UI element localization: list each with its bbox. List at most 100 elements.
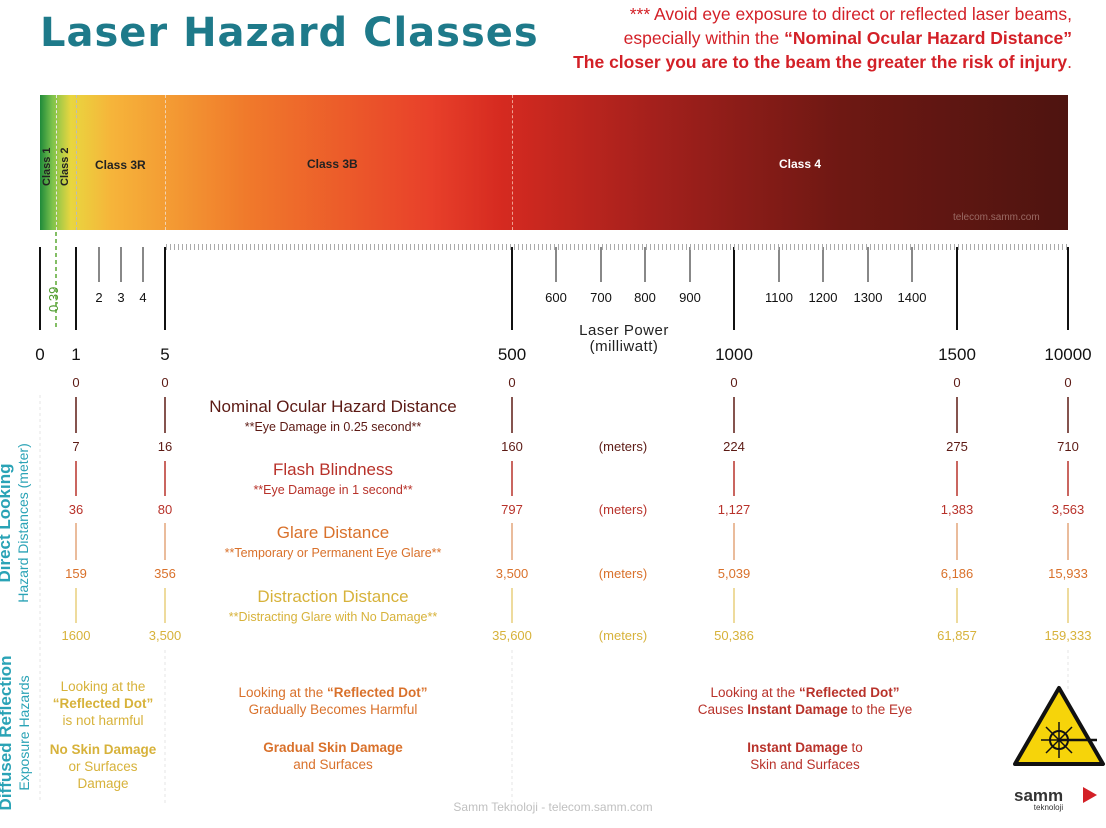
axis-value: 1000 — [715, 345, 753, 364]
footer-credit: Samm Teknoloji - telecom.samm.com — [453, 800, 653, 814]
flash-value: 3,563 — [1051, 502, 1085, 517]
diffused-text: Gradually Becomes Harmful — [248, 702, 418, 717]
flash-value: 797 — [501, 502, 523, 517]
nohd-value: 275 — [946, 439, 968, 454]
scale-label: 1100 — [765, 290, 793, 305]
diffused-class-4: Looking at the “Reflected Dot” Causes In… — [698, 684, 913, 773]
diffused-reflection-side-label: Diffused Reflection Exposure Hazards — [0, 638, 36, 828]
glare-value: 6,186 — [940, 566, 974, 581]
laser-warning-sign — [1013, 686, 1105, 766]
diffused-text: Instant Damage — [747, 740, 848, 755]
diffused-text: “Reflected Dot” — [799, 685, 900, 700]
diffused-text: “Reflected Dot” — [327, 685, 428, 700]
warning-line-2-text: especially within the — [623, 28, 785, 48]
section-nohd: Nominal Ocular Hazard Distance **Eye Dam… — [209, 397, 457, 434]
logo-mark — [1083, 787, 1097, 803]
start-value: 0 — [953, 375, 961, 390]
start-value: 0 — [730, 375, 738, 390]
nohd-value: 224 — [723, 439, 745, 454]
start-value: 0 — [1064, 375, 1072, 390]
section-glare: Glare Distance **Temporary or Permanent … — [225, 523, 442, 560]
unit-label: (meters) — [598, 566, 648, 581]
nohd-value: 16 — [157, 439, 173, 454]
flash-value: 80 — [157, 502, 173, 517]
section-distraction: Distraction Distance **Distracting Glare… — [229, 587, 437, 624]
distraction-value: 3,500 — [148, 628, 182, 643]
section-subtitle: **Distracting Glare with No Damage** — [228, 610, 438, 624]
diffused-class-low: Looking at the “Reflected Dot” is not ha… — [50, 678, 157, 792]
class-3b-label: Class 3B — [307, 157, 358, 171]
axis-value: 500 — [497, 345, 527, 364]
distraction-value: 1600 — [61, 628, 91, 643]
logo-name: samm — [1014, 786, 1064, 805]
unit-label: (meters) — [598, 439, 648, 454]
class-divider — [165, 95, 166, 230]
axis-value: 1 — [71, 345, 81, 364]
start-value: 0 — [72, 375, 80, 390]
warning-line-1: *** Avoid eye exposure to direct or refl… — [629, 4, 1072, 24]
side-label-subtitle: Hazard Distances (meter) — [15, 443, 31, 603]
diffused-class-3b: Looking at the “Reflected Dot” Gradually… — [238, 684, 427, 773]
diffused-text: Looking at the — [710, 685, 800, 700]
axis-value: 0 — [35, 345, 45, 364]
class-2-limit-value: 0.39 — [46, 286, 61, 312]
section-flash-blindness: Flash Blindness **Eye Damage in 1 second… — [253, 460, 412, 497]
scale-label: 600 — [545, 290, 567, 305]
logo-subtitle: teknoloji — [1033, 803, 1064, 812]
unit-label: (meters) — [598, 628, 648, 643]
start-value: 0 — [508, 375, 516, 390]
side-label-subtitle: Exposure Hazards — [16, 675, 32, 791]
flash-value: 1,127 — [717, 502, 751, 517]
section-subtitle: **Eye Damage in 1 second** — [253, 483, 413, 497]
class-divider — [512, 95, 513, 230]
diffused-text: “Reflected Dot” — [52, 696, 154, 711]
section-title: Nominal Ocular Hazard Distance — [209, 397, 457, 416]
scale-label: 1400 — [897, 290, 927, 305]
warning-line-3-period: . — [1067, 52, 1072, 72]
section-subtitle: **Temporary or Permanent Eye Glare** — [224, 546, 442, 560]
nohd-value: 7 — [72, 439, 80, 454]
axis-value: 5 — [160, 345, 170, 364]
warning-line-3-text: The closer you are to the beam the great… — [573, 52, 1068, 72]
class-4-label: Class 4 — [779, 157, 822, 171]
scale-label: 3 — [117, 290, 125, 305]
axis-title-line-2: (milliwatt) — [589, 338, 659, 355]
distraction-value: 159,333 — [1044, 628, 1092, 643]
diffused-text: Causes — [697, 702, 748, 717]
axis-title-line-1: Laser Power — [579, 322, 669, 339]
column-lines — [75, 397, 1069, 623]
section-title: Distraction Distance — [257, 587, 409, 606]
warning-line-2: especially within the “Nominal Ocular Ha… — [573, 26, 1072, 50]
section-title: Flash Blindness — [272, 460, 393, 479]
axis-title: Laser Power (milliwatt) — [579, 323, 669, 355]
laser-class-bar — [40, 95, 1068, 230]
warning-line-2-emph: “Nominal Ocular Hazard Distance” — [784, 28, 1072, 48]
axis-value: 1500 — [938, 345, 976, 364]
scale-label: 2 — [95, 290, 103, 305]
diffused-text: or Surfaces — [68, 759, 138, 774]
diffused-text: to the Eye — [847, 702, 913, 717]
warning-line-3: The closer you are to the beam the great… — [573, 50, 1072, 74]
class-3r-label: Class 3R — [95, 158, 146, 172]
section-subtitle: **Eye Damage in 0.25 second** — [244, 420, 422, 434]
side-label-title: Direct Looking — [0, 463, 14, 583]
class-divider — [56, 95, 57, 230]
direct-looking-side-label: Direct Looking Hazard Distances (meter) — [0, 413, 35, 633]
glare-value: 3,500 — [495, 566, 529, 581]
diffused-text: Gradual Skin Damage — [263, 740, 403, 755]
glare-value: 159 — [65, 566, 87, 581]
page-title: Laser Hazard Classes — [40, 10, 539, 56]
bar-watermark: telecom.samm.com — [953, 212, 1040, 223]
diffused-text: and Surfaces — [293, 757, 373, 772]
scale-label: 800 — [634, 290, 656, 305]
diffused-text: Damage — [77, 776, 129, 791]
scale-label: 900 — [679, 290, 701, 305]
diffused-text: to — [847, 740, 863, 755]
diffused-text: Skin and Surfaces — [750, 757, 860, 772]
nohd-value: 160 — [501, 439, 523, 454]
diffused-text: is not harmful — [62, 713, 144, 728]
scale-label: 4 — [139, 290, 147, 305]
start-value: 0 — [161, 375, 169, 390]
flash-value: 36 — [68, 502, 84, 517]
diffused-text: Looking at the — [60, 679, 146, 694]
